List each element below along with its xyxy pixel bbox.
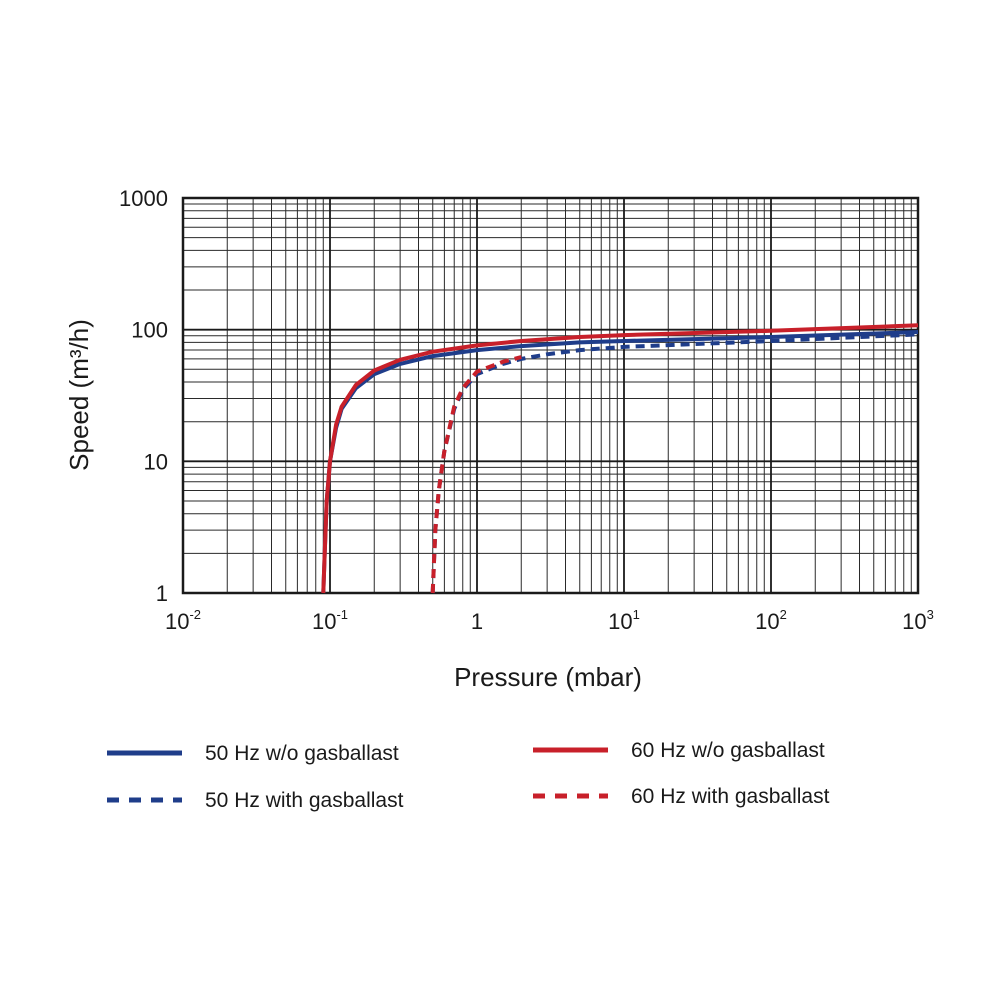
series-layer xyxy=(321,323,919,594)
x-tick-label: 103 xyxy=(902,607,934,634)
legend-label-2: 50 Hz with gasballast xyxy=(205,789,404,812)
series-line-2 xyxy=(430,332,919,594)
y-tick-label: 1000 xyxy=(119,186,168,211)
y-tick-label: 1 xyxy=(156,581,168,606)
grid-minor xyxy=(183,198,918,593)
x-tick-labels: 10-2 10-1 1 101 102 103 xyxy=(165,607,934,634)
y-tick-label: 100 xyxy=(131,318,168,343)
legend-label-1: 50 Hz w/o gasballast xyxy=(205,742,399,765)
x-tick-label: 10-2 xyxy=(165,607,201,634)
x-tick-label: 102 xyxy=(755,607,787,634)
plot-frame xyxy=(181,196,920,595)
x-tick-label: 101 xyxy=(608,607,640,634)
x-tick-label: 10-1 xyxy=(312,607,348,634)
x-axis-title: Pressure (mbar) xyxy=(454,662,642,692)
legend: 50 Hz w/o gasballast 50 Hz with gasballas… xyxy=(107,739,830,812)
y-tick-labels: 1 10 100 1000 xyxy=(119,186,168,606)
y-axis-title: Speed (m³/h) xyxy=(64,319,94,471)
y-tick-label: 10 xyxy=(144,449,168,474)
legend-label-3: 60 Hz w/o gasballast xyxy=(631,739,825,762)
series-line-4 xyxy=(430,355,522,594)
legend-label-4: 60 Hz with gasballast xyxy=(631,785,830,808)
grid-major xyxy=(182,197,919,594)
x-tick-label: 1 xyxy=(471,609,483,634)
series-line-3 xyxy=(321,323,919,594)
